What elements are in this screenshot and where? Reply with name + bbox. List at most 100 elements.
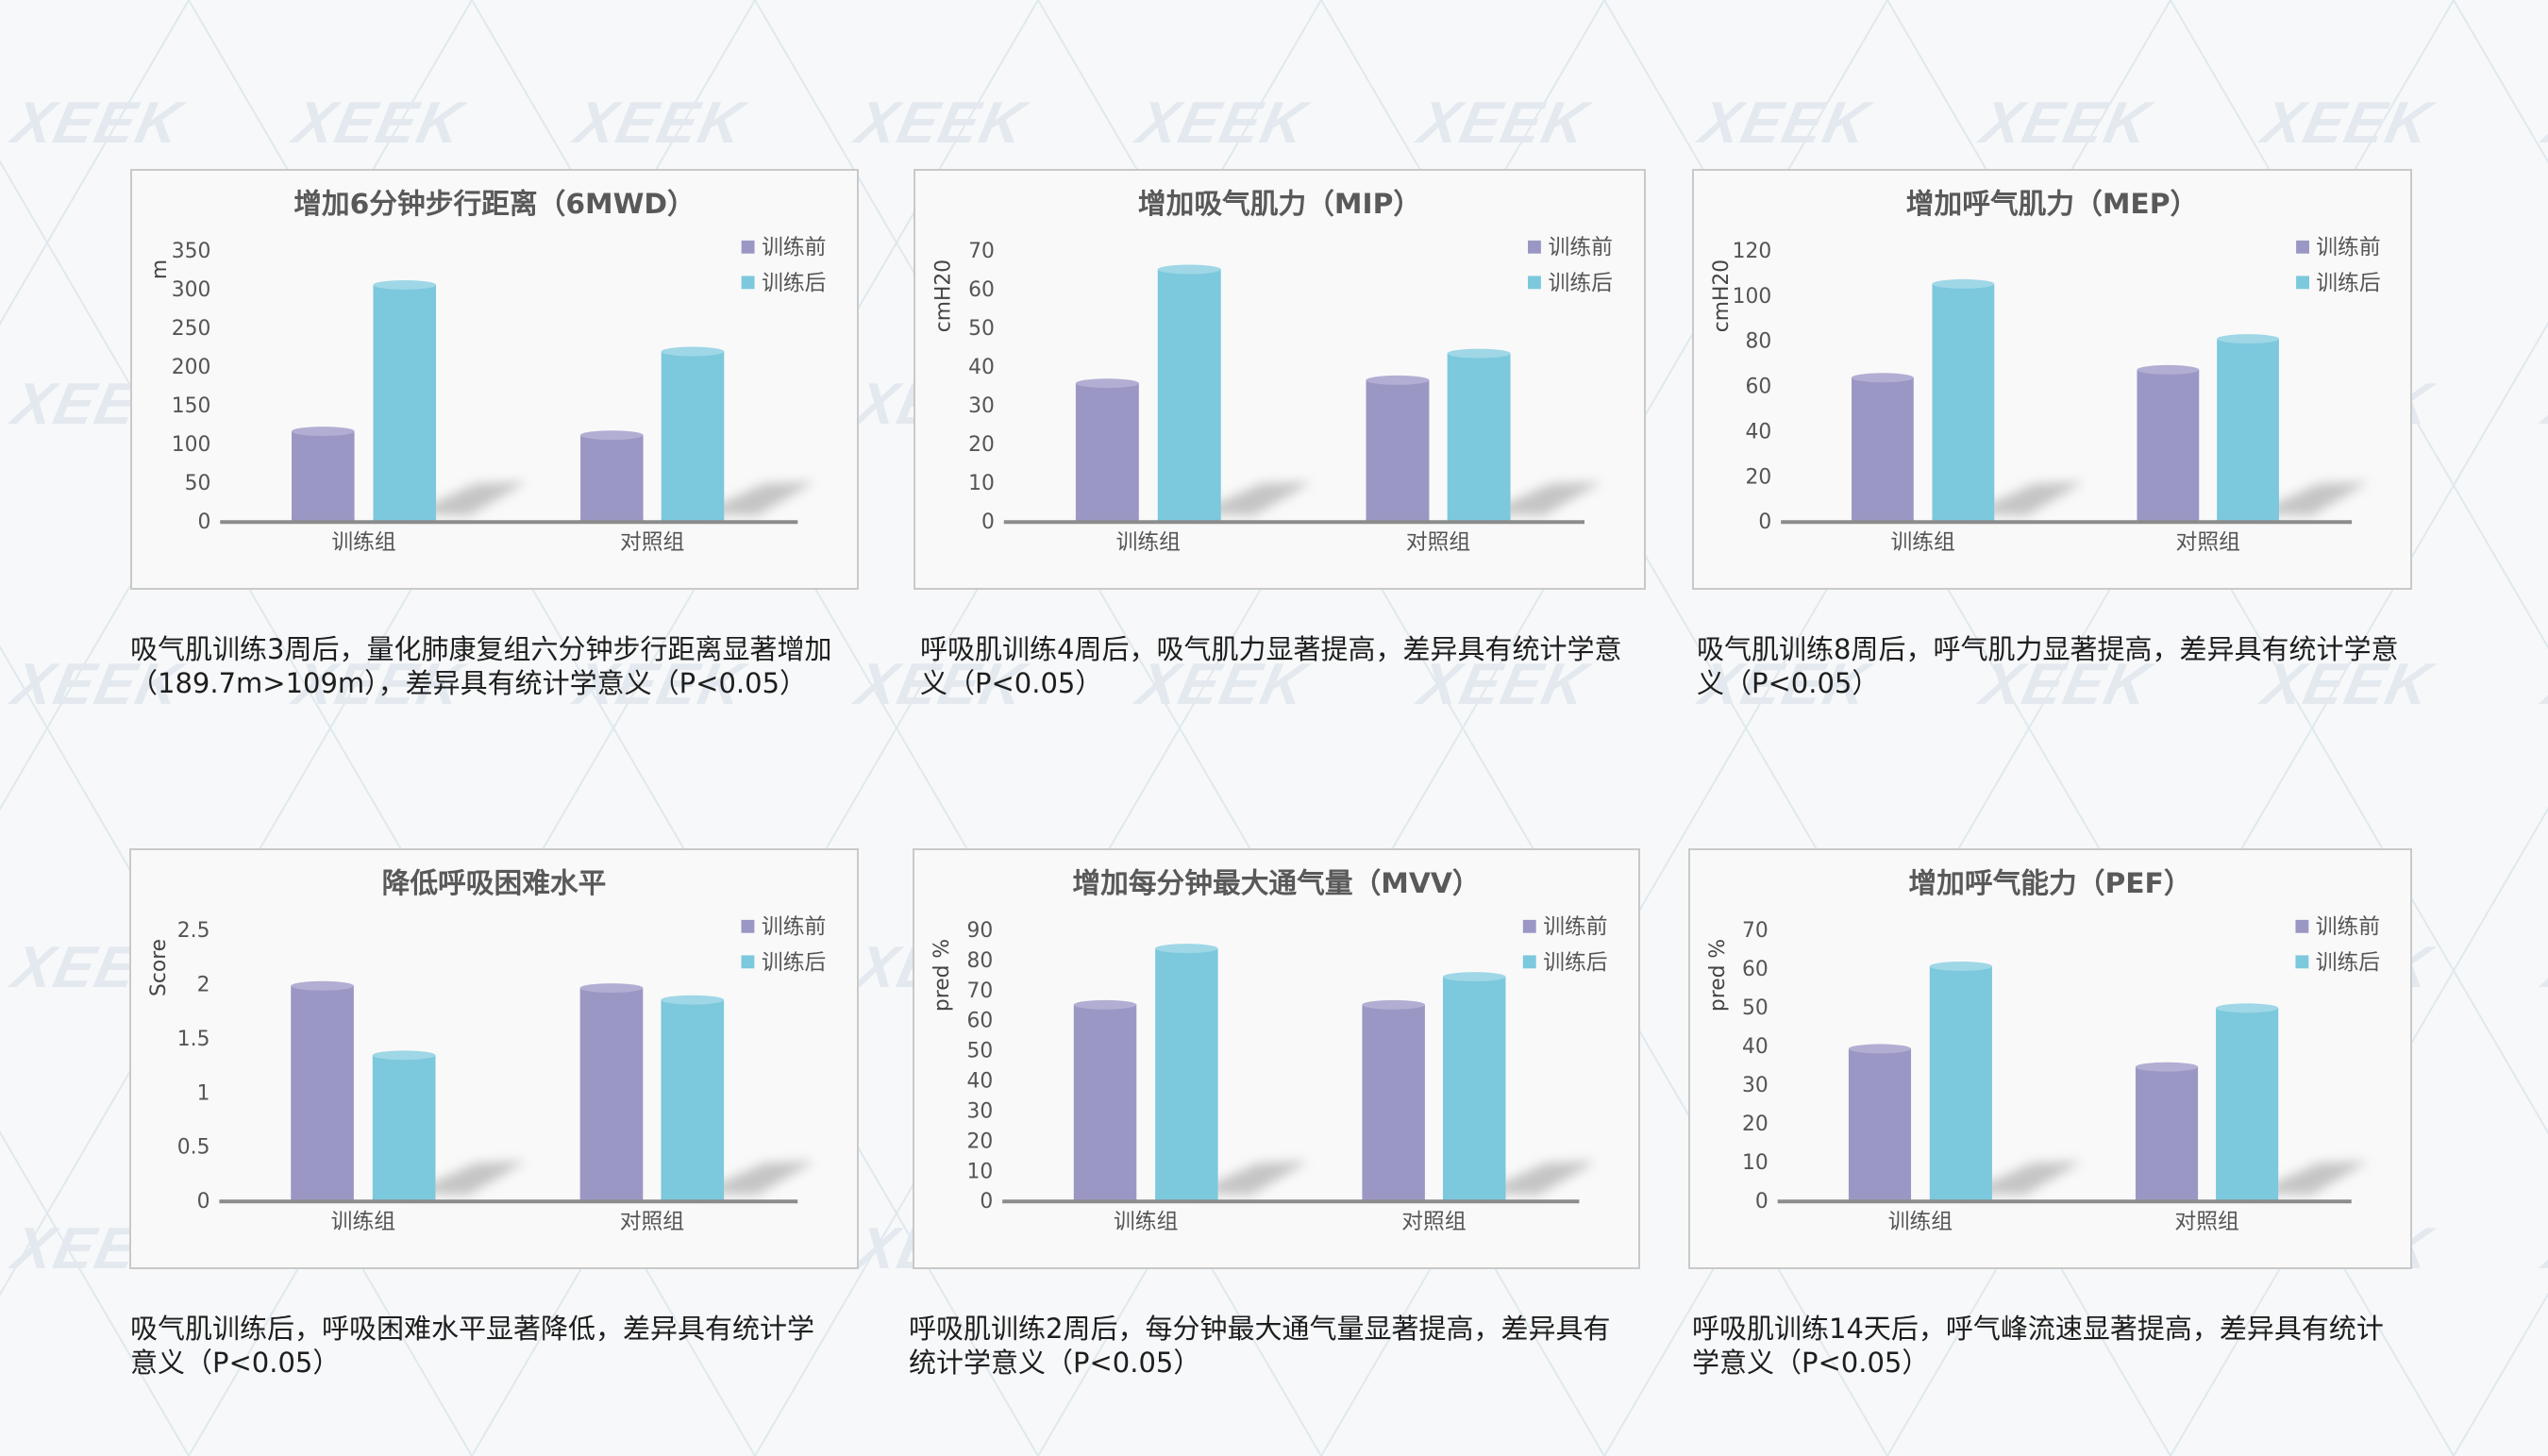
bar-top-cap <box>2216 1003 2279 1013</box>
bar-shadow <box>1195 481 1312 516</box>
bar-post-training <box>1929 965 1992 1201</box>
bar-top-cap <box>1447 348 1511 359</box>
y-tick-label: 50 <box>1742 996 1769 1020</box>
y-tick-label: 40 <box>1742 1035 1769 1059</box>
x-category-label: 训练组 <box>1890 530 1954 555</box>
bar-top-cap <box>1155 944 1218 954</box>
chart-title: 增加呼气能力（PEF） <box>1908 867 2191 900</box>
y-tick-label: 40 <box>968 356 995 379</box>
y-tick-label: 0.5 <box>177 1136 210 1160</box>
y-tick-label: 90 <box>966 919 993 943</box>
y-axis-label: cmH20 <box>1710 259 1734 332</box>
bar-shadow <box>1480 1161 1597 1196</box>
chart-panel: 降低呼吸困难水平 Score 0 0.5 1 1.5 2 2.5 训练组 对照组 训练前 训练后 <box>129 848 859 1269</box>
y-tick-label: 60 <box>966 1010 993 1033</box>
bar-pre-training <box>579 988 644 1201</box>
y-tick-label: 1.5 <box>177 1028 210 1051</box>
y-tick-label: 100 <box>172 433 211 457</box>
bar-top-cap <box>1848 1044 1912 1054</box>
bar-top-cap <box>579 983 644 993</box>
x-category-label: 训练组 <box>331 1210 395 1234</box>
bar-shadow <box>1484 481 1601 516</box>
chart-caption: 呼吸肌训练4周后，吸气肌力显著提高，差异具有统计学意 义（P<0.05） <box>920 632 1621 700</box>
chart-caption: 吸气肌训练后，呼吸困难水平显著降低，差异具有统计学 意义（P<0.05） <box>130 1312 814 1380</box>
bar-post-training <box>2216 1008 2279 1201</box>
background-line <box>2453 0 2548 164</box>
bar-top-cap <box>1443 972 1506 982</box>
bar-shadow <box>411 481 527 516</box>
y-tick-label: 50 <box>185 472 211 495</box>
bar-top-cap <box>2135 1062 2199 1072</box>
x-category-label: 对照组 <box>2174 1210 2238 1234</box>
y-tick-label: 250 <box>172 317 211 341</box>
bar-post-training <box>1443 977 1506 1201</box>
bar-top-cap <box>1075 378 1139 389</box>
y-axis-label: cmH20 <box>931 259 955 332</box>
caption-line: （189.7m>109m），差异具有统计学意义（P<0.05） <box>130 667 808 699</box>
bar-pre-training <box>1362 1004 1425 1201</box>
y-tick-label: 10 <box>1742 1151 1769 1175</box>
bar-pre-training <box>292 431 355 522</box>
legend-swatch <box>1522 955 1536 969</box>
bar-top-cap <box>1932 278 1995 289</box>
legend-label: 训练前 <box>762 236 826 260</box>
caption-line: 呼吸肌训练14天后，呼气峰流速显著提高，差异具有统计 <box>1692 1313 2384 1345</box>
y-tick-label: 0 <box>980 1190 993 1213</box>
legend-label: 训练前 <box>1549 236 1613 260</box>
x-category-label: 对照组 <box>620 530 684 555</box>
y-tick-label: 20 <box>1742 1113 1769 1136</box>
watermark-logo: XEEK <box>2256 91 2439 156</box>
x-category-label: 对照组 <box>1406 530 1470 555</box>
legend-swatch <box>741 276 755 290</box>
watermark-logo: XEEK <box>850 91 1032 156</box>
watermark-logo: XEEK <box>569 91 751 156</box>
y-tick-label: 0 <box>1758 510 1771 534</box>
y-tick-label: 300 <box>172 278 211 302</box>
bar-post-training <box>661 351 725 522</box>
y-tick-label: 100 <box>1733 285 1772 309</box>
chart-panel: 增加呼气能力（PEF） pred % 0 10 20 30 40 50 60 70 训练组 对照组 训练… <box>1688 848 2412 1269</box>
bar-shadow <box>410 1161 527 1196</box>
y-tick-label: 0 <box>981 510 995 534</box>
bar-top-cap <box>1157 264 1221 275</box>
bar-top-cap <box>2217 334 2279 344</box>
bar-chart: 增加呼气肌力（MEP） cmH20 0 20 40 60 80 100 120 训练组 对照组 训练前… <box>1710 188 2381 555</box>
legend-label: 训练前 <box>762 915 826 940</box>
x-category-label: 训练组 <box>331 530 395 555</box>
caption-line: 吸气肌训练3周后，量化肺康复组六分钟步行距离显著增加 <box>130 633 832 665</box>
bar-pre-training <box>1075 383 1139 522</box>
bar-shadow <box>698 1161 815 1196</box>
legend-swatch <box>741 919 755 933</box>
bar-pre-training <box>2137 369 2200 522</box>
caption-line: 呼吸肌训练4周后，吸气肌力显著提高，差异具有统计学意 <box>920 633 1622 665</box>
legend-label: 训练后 <box>1549 271 1613 295</box>
caption-line: 统计学意义（P<0.05） <box>909 1347 1201 1379</box>
bar-top-cap <box>292 427 355 437</box>
bar-shadow <box>1969 481 2084 516</box>
chart-title: 增加呼气肌力（MEP） <box>1906 188 2198 221</box>
bar-post-training <box>1932 283 1995 522</box>
y-tick-label: 20 <box>968 433 995 457</box>
bar-top-cap <box>373 279 437 290</box>
bar-pre-training <box>2135 1066 2199 1201</box>
y-tick-label: 0 <box>1755 1190 1769 1213</box>
y-tick-label: 30 <box>966 1099 993 1123</box>
bar-shadow <box>2253 1161 2369 1196</box>
y-axis-label: pred % <box>930 939 954 1012</box>
bar-pre-training <box>291 985 354 1201</box>
bar-top-cap <box>372 1050 436 1061</box>
legend-swatch <box>2295 919 2309 933</box>
legend-label: 训练后 <box>762 271 826 295</box>
y-tick-label: 60 <box>1742 958 1769 981</box>
y-tick-label: 20 <box>966 1130 993 1153</box>
chart-title: 降低呼吸困难水平 <box>382 867 607 900</box>
chart-title: 增加每分钟最大通气量（MVV） <box>1072 867 1480 900</box>
caption-line: 意义（P<0.05） <box>130 1347 341 1379</box>
caption-line: 义（P<0.05） <box>1697 667 1880 699</box>
bar-post-training <box>1157 269 1221 522</box>
bar-pre-training <box>1366 379 1430 522</box>
legend-label: 训练前 <box>2316 236 2380 260</box>
x-category-label: 对照组 <box>1401 1210 1466 1234</box>
caption-line: 呼吸肌训练2周后，每分钟最大通气量显著提高，差异具有 <box>909 1313 1611 1345</box>
legend-swatch <box>1528 240 1541 254</box>
